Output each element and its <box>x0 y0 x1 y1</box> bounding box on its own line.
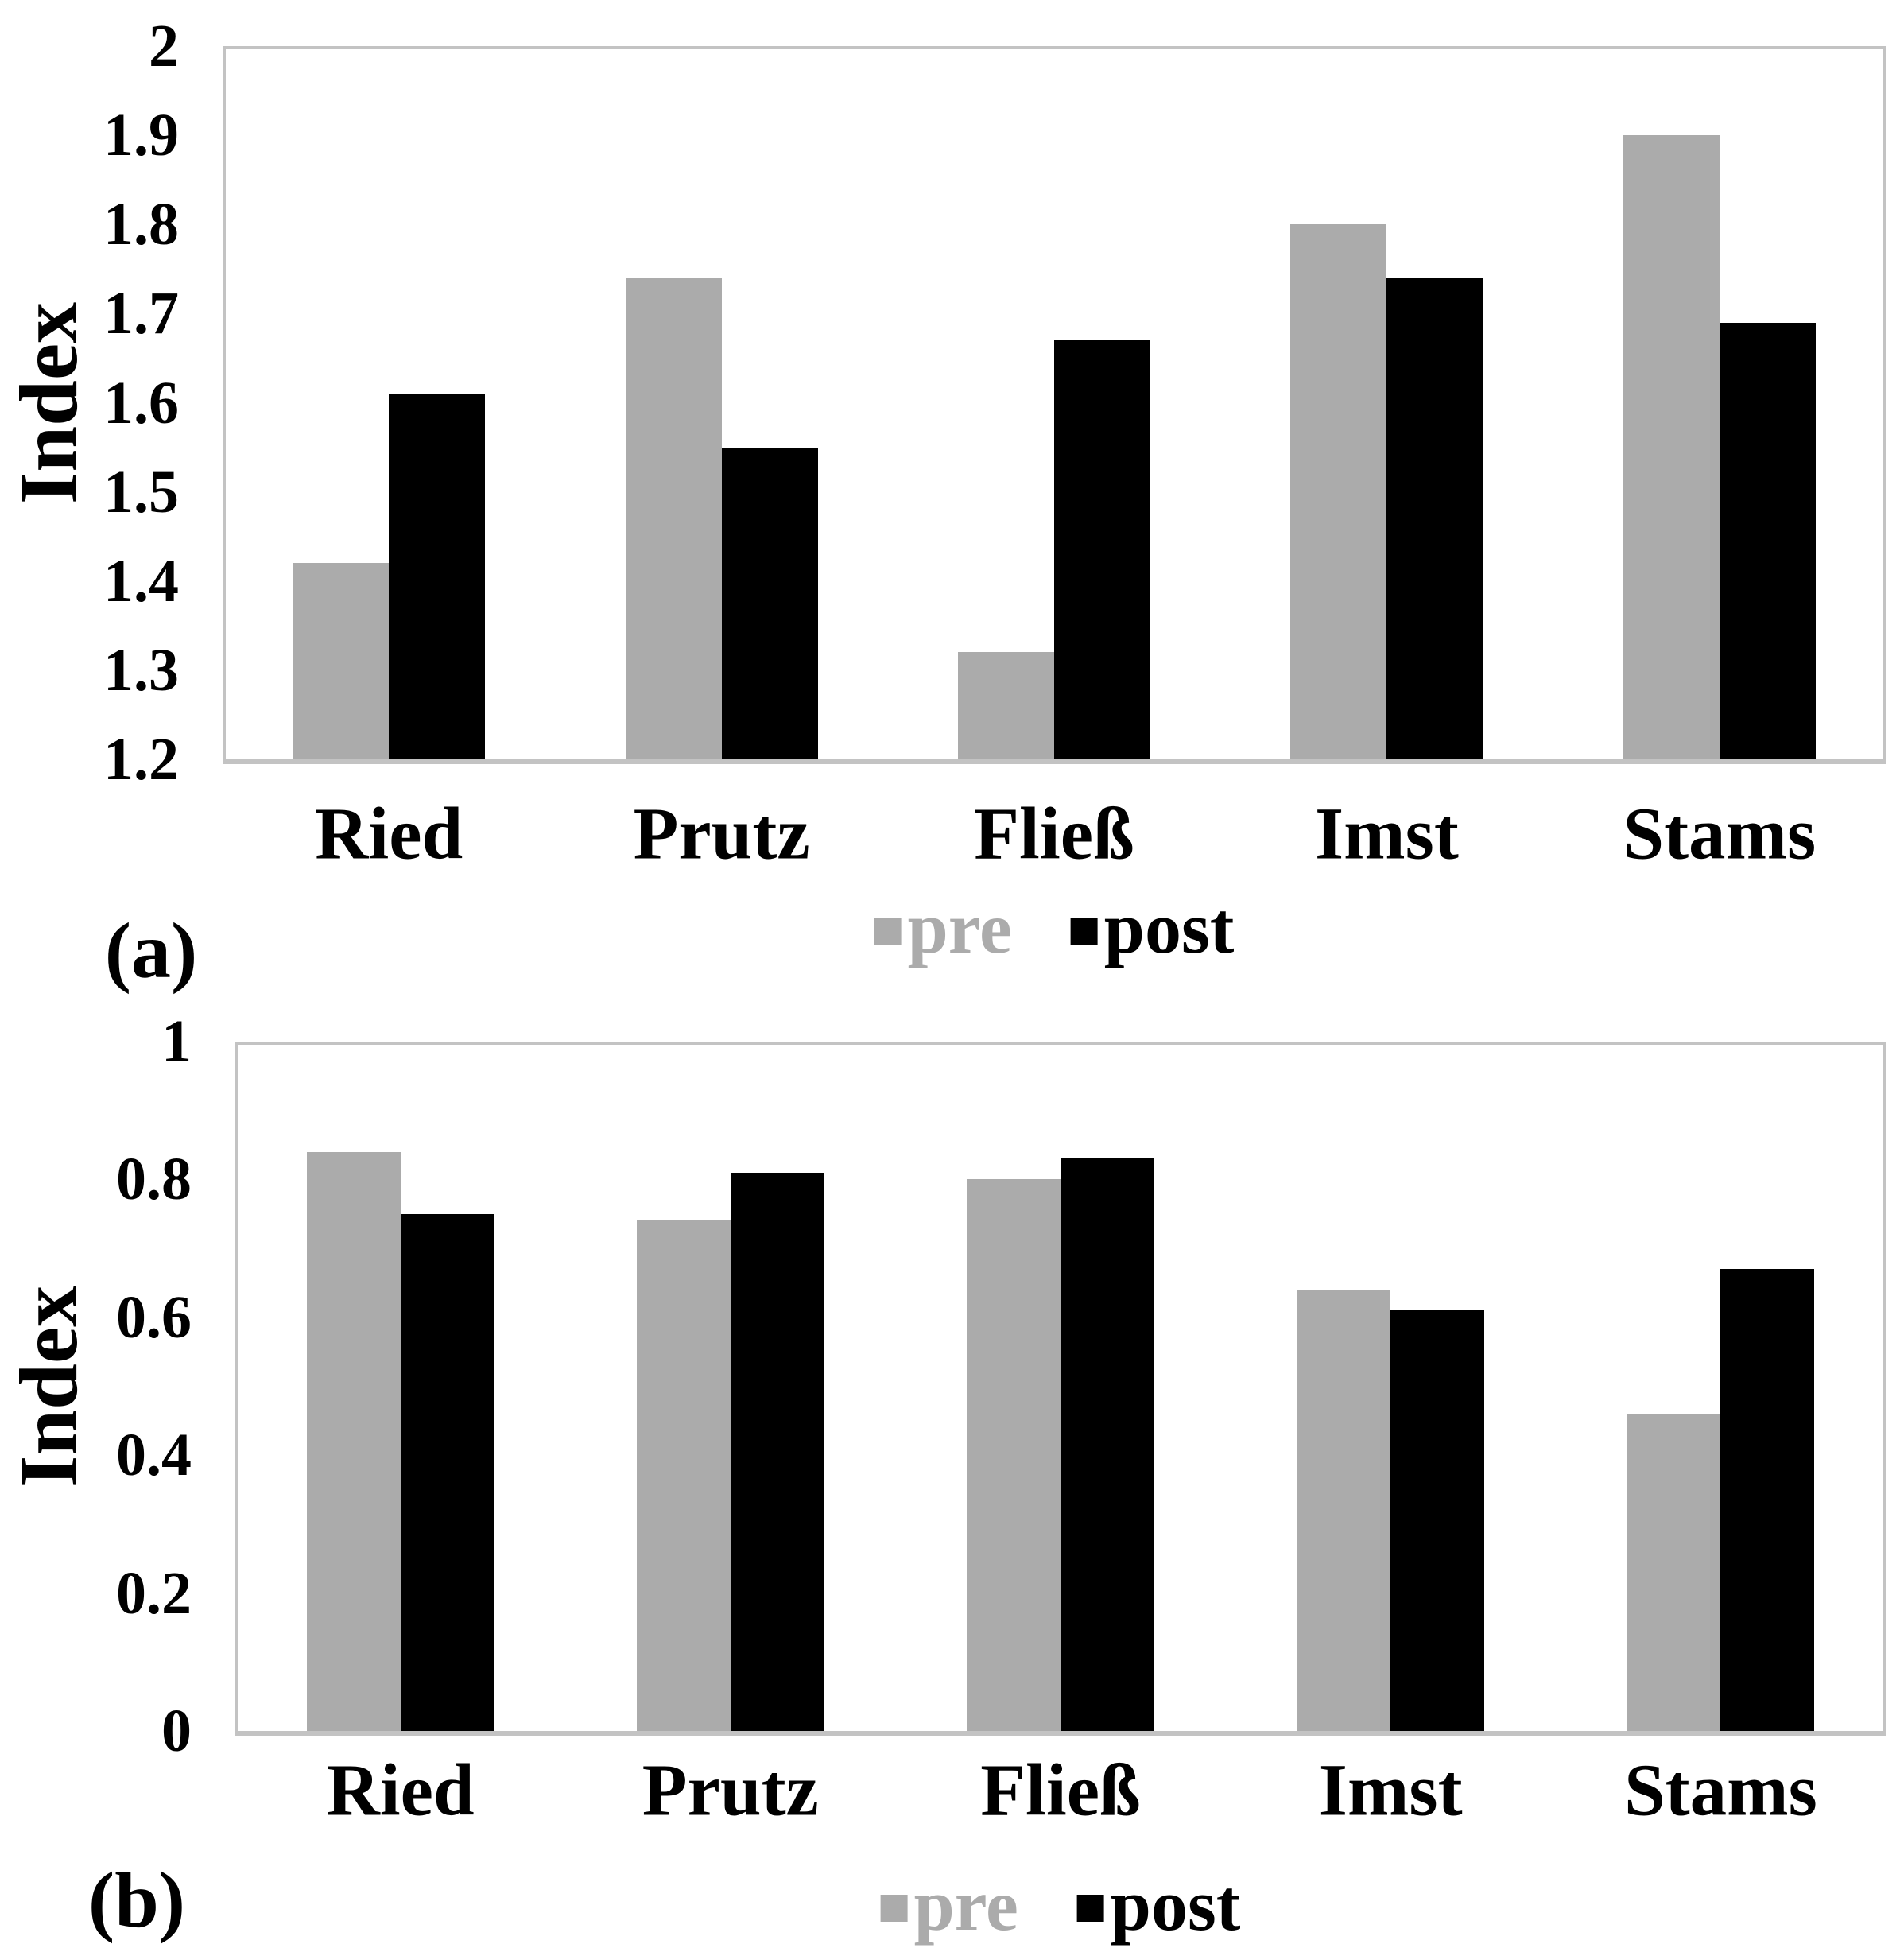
y-tick-1_9: 1.9 <box>103 102 179 169</box>
legend-marker-post-icon <box>1076 1895 1104 1922</box>
legend-entry-post: post <box>1070 887 1235 968</box>
y-tick-1_3: 1.3 <box>103 636 179 704</box>
x-category-label-ried: Ried <box>326 1749 475 1832</box>
legend-label-pre: pre <box>907 887 1012 968</box>
y-tick-1_6: 1.6 <box>103 369 179 437</box>
y-tick-0_6: 0.6 <box>116 1283 192 1351</box>
x-category-label-fließ: Fließ <box>974 793 1134 875</box>
bar-post-ried <box>400 1213 494 1731</box>
x-category-label-fließ: Fließ <box>980 1749 1141 1832</box>
bar-post-fließ <box>1061 1158 1154 1731</box>
y-tick-0_8: 0.8 <box>116 1146 192 1213</box>
bar-post-imst <box>1390 1310 1485 1731</box>
y-tick-1_7: 1.7 <box>103 280 179 347</box>
legend-marker-post-icon <box>1070 918 1098 945</box>
bar-pre-stams <box>1623 135 1720 759</box>
legend-label-post: post <box>1103 887 1235 968</box>
y-tick-2: 2 <box>149 13 179 80</box>
legend-b: pre post <box>880 1865 1241 1946</box>
bar-post-fließ <box>1054 340 1150 759</box>
y-tick-0_4: 0.4 <box>116 1422 192 1489</box>
legend-entry-pre: pre <box>874 891 1012 964</box>
bar-pre-imst <box>1290 224 1387 759</box>
y-tick-0: 0 <box>161 1698 192 1764</box>
bar-post-prutz <box>730 1172 824 1731</box>
bar-post-stams <box>1719 322 1816 759</box>
bar-pre-imst <box>1297 1290 1391 1731</box>
y-tick-1_5: 1.5 <box>103 458 179 526</box>
bar-pre-prutz <box>625 277 722 759</box>
bar-post-prutz <box>721 447 818 759</box>
x-category-label-imst: Imst <box>1318 1749 1463 1832</box>
y-tick-1: 1 <box>161 1008 192 1075</box>
panel-label-b: (b) <box>87 1856 186 1944</box>
legend-entry-post: post <box>1076 1865 1241 1946</box>
y-tick-1_2: 1.2 <box>103 726 179 793</box>
x-category-label-prutz: Prutz <box>633 793 810 875</box>
legend-marker-pre-icon <box>874 918 902 945</box>
bar-pre-fließ <box>967 1179 1061 1731</box>
bar-pre-fließ <box>958 652 1054 759</box>
legend-label-pre: pre <box>913 1865 1018 1946</box>
legend-a: pre post <box>874 887 1235 968</box>
y-tick-1_4: 1.4 <box>103 547 179 615</box>
bar-post-ried <box>389 394 486 759</box>
bar-post-stams <box>1720 1269 1815 1731</box>
x-category-label-ried: Ried <box>315 793 463 875</box>
bar-pre-prutz <box>636 1220 731 1731</box>
legend-entry-pre: pre <box>880 1865 1018 1946</box>
bar-pre-stams <box>1627 1414 1721 1731</box>
bar-pre-ried <box>293 563 390 759</box>
y-tick-0_2: 0.2 <box>116 1559 192 1627</box>
legend-label-post: post <box>1110 1865 1241 1946</box>
bar-post-imst <box>1386 277 1483 759</box>
x-category-label-stams: Stams <box>1623 793 1817 875</box>
x-category-label-stams: Stams <box>1623 1749 1817 1832</box>
bar-pre-ried <box>306 1151 401 1731</box>
x-category-label-imst: Imst <box>1314 793 1459 875</box>
legend-marker-pre-icon <box>880 1895 908 1922</box>
panel-label-a: (a) <box>104 906 198 995</box>
x-category-label-prutz: Prutz <box>642 1749 819 1832</box>
y-tick-1_8: 1.8 <box>103 191 179 258</box>
